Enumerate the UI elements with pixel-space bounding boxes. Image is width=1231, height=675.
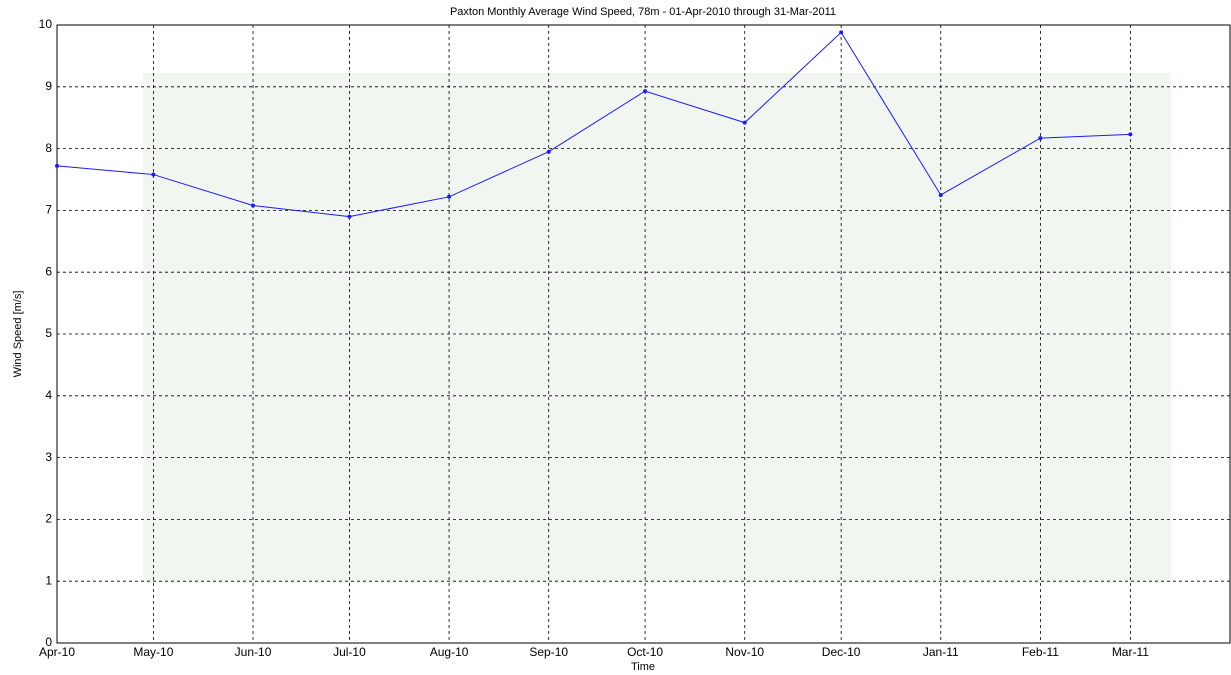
x-tick-label: May-10 xyxy=(133,645,173,659)
x-tick-label: Aug-10 xyxy=(430,645,469,659)
chart: Paxton Monthly Average Wind Speed, 78m -… xyxy=(0,0,1231,675)
y-axis-label: Wind Speed [m/s] xyxy=(12,291,24,378)
data-point xyxy=(447,195,451,199)
y-tick-label: 9 xyxy=(45,79,52,93)
data-point xyxy=(839,30,843,34)
y-tick-label: 10 xyxy=(39,17,53,31)
data-point xyxy=(743,121,747,125)
x-tick-label: Jan-11 xyxy=(923,645,959,659)
x-tick-label: Jul-10 xyxy=(333,645,366,659)
x-axis-label: Time xyxy=(631,661,655,673)
data-point xyxy=(251,203,255,207)
x-tick-label: Dec-10 xyxy=(822,645,861,659)
x-tick-label: Nov-10 xyxy=(725,645,764,659)
data-point xyxy=(347,215,351,219)
data-point xyxy=(643,89,647,93)
x-tick-label: Jun-10 xyxy=(235,645,272,659)
y-tick-label: 3 xyxy=(45,450,52,464)
x-tick-label: Sep-10 xyxy=(529,645,568,659)
data-point xyxy=(547,150,551,154)
data-point xyxy=(1038,136,1042,140)
watermark xyxy=(143,73,1171,583)
y-tick-label: 6 xyxy=(45,264,52,278)
data-point xyxy=(1128,132,1132,136)
x-tick-label: Oct-10 xyxy=(627,645,663,659)
data-point xyxy=(939,193,943,197)
data-point xyxy=(55,164,59,168)
y-tick-label: 2 xyxy=(45,512,52,526)
y-tick-label: 8 xyxy=(45,141,52,155)
y-tick-label: 4 xyxy=(45,388,52,402)
chart-title: Paxton Monthly Average Wind Speed, 78m -… xyxy=(450,6,836,18)
y-tick-label: 5 xyxy=(45,326,52,340)
x-tick-label: Apr-10 xyxy=(39,645,75,659)
y-tick-label: 1 xyxy=(45,573,52,587)
data-point xyxy=(151,173,155,177)
x-tick-label: Mar-11 xyxy=(1112,645,1149,659)
y-tick-label: 7 xyxy=(45,203,52,217)
x-tick-label: Feb-11 xyxy=(1022,645,1059,659)
